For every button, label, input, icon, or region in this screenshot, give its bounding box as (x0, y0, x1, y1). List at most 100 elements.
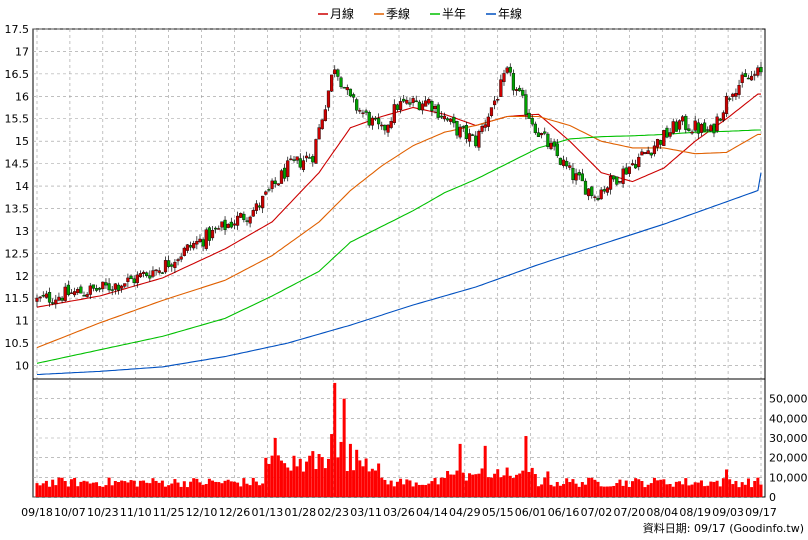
candle (242, 211, 246, 223)
date-axis: 09/18 10/07 10/23 11/10 11/25 12/10 12/26 01/13… (21, 506, 777, 519)
volume-bar (88, 483, 92, 497)
candle (261, 195, 265, 214)
volume-bar (461, 472, 465, 497)
volume-bar (630, 481, 634, 497)
candle (148, 270, 152, 282)
volume-y-tick-label: 20,000 (769, 452, 808, 465)
candle (546, 132, 550, 150)
volume-bar (220, 483, 224, 497)
candle (568, 162, 572, 171)
candle (370, 115, 374, 130)
candle (577, 169, 581, 180)
x-tick-label: 10/07 (54, 506, 86, 519)
candle (342, 86, 346, 89)
candle (627, 166, 631, 177)
candle (637, 153, 641, 171)
volume-bar (170, 483, 174, 497)
volume-bar (48, 486, 52, 497)
volume-bar (185, 487, 189, 497)
candle (599, 186, 603, 200)
volume-bar (107, 477, 111, 497)
candle (223, 216, 227, 235)
volume-bar (214, 481, 218, 497)
volume-bar (659, 479, 663, 497)
ma-line-3 (36, 172, 762, 376)
volume-bar (706, 485, 710, 497)
volume-bar (126, 482, 130, 497)
candle (339, 76, 343, 89)
candle (79, 284, 83, 294)
volume-bar (342, 398, 346, 497)
volume-bar (198, 482, 202, 497)
candle (590, 186, 594, 199)
volume-bar (336, 457, 340, 497)
candle (82, 291, 86, 297)
volume-bar (430, 481, 434, 497)
source-label: 資料日期: 09/17 (Goodinfo.tw) (643, 521, 804, 535)
candle (662, 129, 666, 146)
ma-line-0 (36, 93, 761, 308)
x-tick-label: 09/18 (21, 506, 53, 519)
candle (687, 124, 691, 132)
volume-bar (132, 480, 136, 497)
price-y-tick-label: 15.5 (5, 113, 30, 126)
volume-bar (248, 485, 252, 497)
volume-bar (696, 482, 700, 497)
volume-bar (236, 482, 240, 497)
price-y-tick-label: 17 (15, 45, 29, 58)
candle (489, 107, 494, 118)
volume-bar (477, 473, 481, 497)
candle (433, 103, 437, 114)
volume-bar (395, 481, 399, 497)
candle (524, 89, 528, 120)
volume-bar (725, 469, 729, 497)
volume-bar (226, 479, 230, 497)
volume-bar (524, 436, 528, 497)
volume-bars (35, 382, 763, 497)
candle (123, 283, 127, 289)
candle (430, 99, 434, 117)
volume-bar (314, 469, 318, 497)
volume-bar (753, 480, 757, 497)
candle (167, 255, 171, 269)
candle (132, 275, 136, 287)
candle (608, 172, 613, 195)
volume-bar (646, 484, 650, 497)
volume-bar (364, 458, 368, 497)
candle (514, 87, 519, 96)
candle (405, 96, 409, 105)
candle (204, 227, 208, 251)
chart-legend: 月線 季線 半年 年線 (318, 6, 522, 21)
candle (298, 153, 302, 170)
candle (728, 97, 732, 102)
candle (480, 123, 484, 134)
candle (135, 271, 139, 288)
candle (248, 215, 252, 228)
volume-bar (590, 477, 594, 497)
volume-bar (195, 478, 199, 497)
volume-bar (599, 486, 603, 497)
volume-bar (546, 471, 550, 497)
volume-bar (333, 382, 337, 497)
volume-bar (270, 455, 274, 497)
candle (690, 129, 694, 135)
volume-bar (502, 475, 506, 497)
volume-y-tick-label: 40,000 (769, 412, 808, 425)
volume-bar (728, 479, 732, 497)
volume-bar (44, 480, 48, 497)
candle (386, 124, 390, 137)
candle (47, 287, 52, 307)
candle (54, 294, 58, 309)
candle (737, 79, 741, 99)
candle (655, 138, 660, 152)
candle (467, 128, 472, 147)
volume-bar (104, 485, 108, 497)
candle (439, 111, 443, 119)
candle (496, 96, 500, 103)
candle (251, 207, 255, 217)
price-y-tick-label: 14.5 (5, 158, 30, 171)
x-tick-label: 04/14 (416, 506, 448, 519)
candle (518, 85, 522, 92)
candle (464, 121, 468, 144)
volume-bar (624, 480, 628, 497)
